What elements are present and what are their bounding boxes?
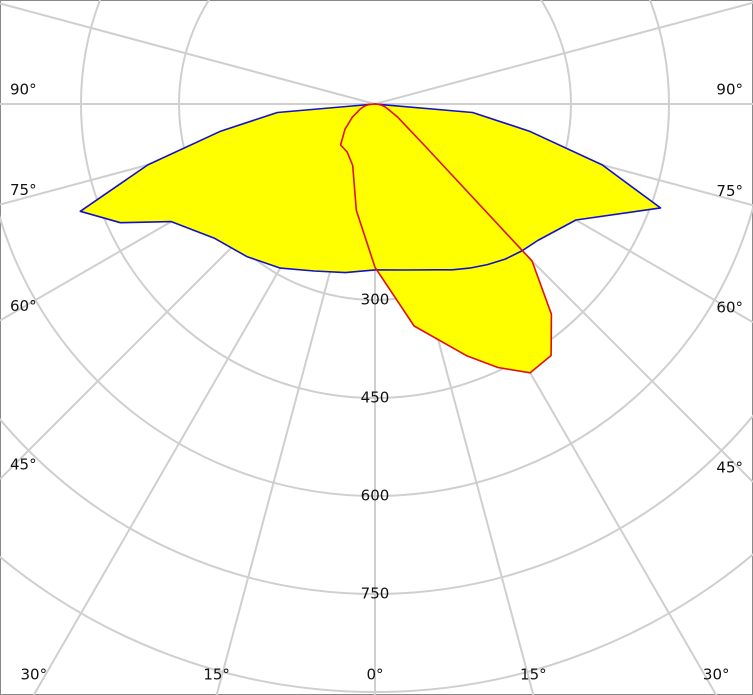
r-tick-label: 750 <box>361 585 390 603</box>
r-tick-label: 600 <box>361 487 390 505</box>
angle-label: 75° <box>716 182 743 200</box>
r-tick-label: 450 <box>361 389 390 407</box>
angle-label: 90° <box>716 81 743 99</box>
angle-label: 60° <box>716 299 743 317</box>
intensity-curve <box>339 103 553 374</box>
angle-label: 15° <box>203 666 230 684</box>
intensity-fill <box>340 104 552 373</box>
r-tick-label: 300 <box>361 291 390 309</box>
angle-label: 60° <box>10 297 37 315</box>
spoke <box>374 1 753 105</box>
angle-label: 0° <box>366 666 383 684</box>
angle-label: 15° <box>520 666 547 684</box>
angle-label: 30° <box>20 666 47 684</box>
spoke <box>0 2 376 105</box>
angle-label: 90° <box>10 81 37 99</box>
angle-label: 30° <box>703 666 730 684</box>
angle-label: 45° <box>716 459 743 477</box>
intensity-curve <box>79 103 662 274</box>
angle-label: 45° <box>10 456 37 474</box>
angle-label: 75° <box>10 181 37 199</box>
